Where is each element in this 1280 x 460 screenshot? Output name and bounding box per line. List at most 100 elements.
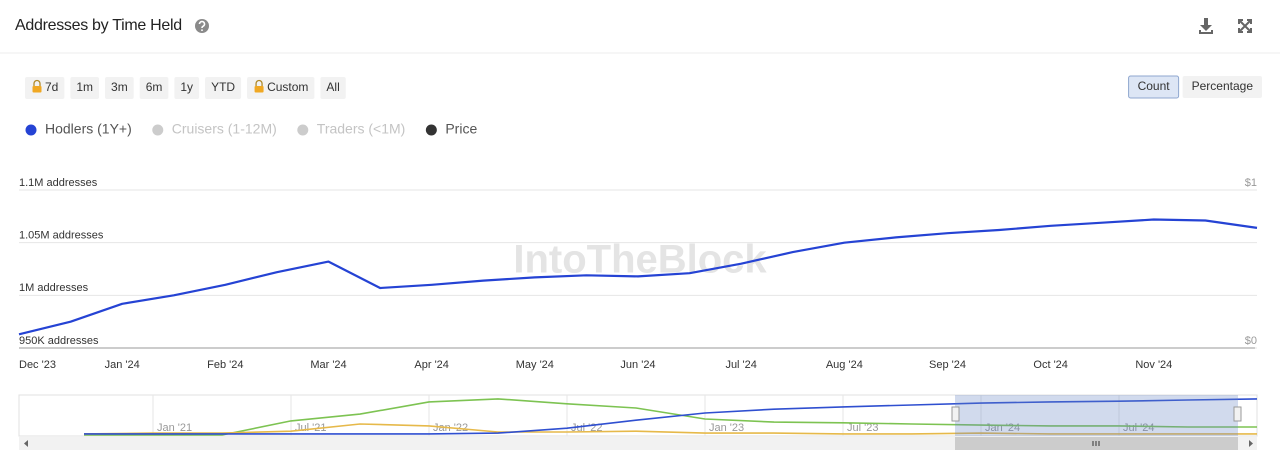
range-button[interactable]: 1y bbox=[174, 77, 200, 99]
range-button[interactable]: Custom bbox=[247, 77, 315, 99]
navigator-handle[interactable] bbox=[951, 406, 960, 422]
button-bg bbox=[70, 77, 100, 99]
y-tick-label: 1.05M addresses bbox=[19, 230, 104, 242]
x-tick-label: Nov '24 bbox=[1135, 359, 1172, 371]
view-button[interactable]: Count bbox=[1128, 75, 1180, 99]
button-label: All bbox=[326, 80, 339, 94]
main-chart: 950K addresses 1M addresses 1.05M addresse… bbox=[18, 177, 1258, 371]
scroll-right[interactable] bbox=[1249, 440, 1253, 447]
scrollbar-track[interactable] bbox=[19, 437, 1257, 450]
download-icon[interactable] bbox=[1199, 18, 1213, 34]
button-label: Count bbox=[1138, 79, 1171, 93]
button-label: 6m bbox=[146, 80, 163, 94]
lock-shackle bbox=[255, 79, 263, 86]
series-line bbox=[84, 398, 1257, 436]
lock-body bbox=[32, 86, 42, 93]
series-line bbox=[18, 218, 1258, 336]
y2-tick-label: $1 bbox=[1245, 177, 1257, 189]
widget-title: Addresses by Time Held bbox=[15, 17, 182, 34]
fullscreen-icon[interactable] bbox=[1238, 19, 1252, 33]
legend-label: Cruisers (1-12M) bbox=[172, 121, 277, 137]
x-tick-label: Aug '24 bbox=[826, 359, 863, 371]
x-tick-label: Oct '24 bbox=[1033, 359, 1068, 371]
legend-dot bbox=[152, 124, 164, 136]
legend-label: Traders (<1M) bbox=[317, 121, 406, 137]
legend-dot bbox=[25, 124, 37, 136]
button-bg bbox=[139, 77, 169, 99]
watermark: IntoTheBlock bbox=[513, 238, 767, 282]
y-tick-label: 1M addresses bbox=[19, 282, 89, 294]
x-tick-label: Jun '24 bbox=[620, 359, 655, 371]
y-tick-label: 1.1M addresses bbox=[19, 177, 98, 189]
button-bg bbox=[320, 77, 346, 99]
legend-dot bbox=[297, 124, 309, 136]
navigator-label: Jan '23 bbox=[709, 422, 744, 434]
range-button[interactable]: 7d bbox=[25, 77, 65, 99]
navigator: Jan '21 Jul '21 Jan '22 Jul '22 Jan '23 Jul '… bbox=[83, 395, 1258, 436]
series-line bbox=[83, 423, 1257, 435]
x-tick-label: Dec '23 bbox=[19, 359, 56, 371]
button-bg bbox=[1182, 76, 1262, 98]
x-tick-label: Apr '24 bbox=[414, 359, 449, 371]
button-bg bbox=[25, 77, 65, 99]
legend-label: Price bbox=[445, 121, 477, 137]
view-buttons: Percentage Count bbox=[1128, 75, 1262, 99]
download-tray bbox=[1199, 30, 1213, 34]
button-bg bbox=[247, 77, 315, 99]
button-label: 1y bbox=[180, 80, 193, 94]
navigator-label: Jul '23 bbox=[847, 422, 878, 434]
download-stem bbox=[1204, 18, 1208, 26]
navigator-label: Jul '21 bbox=[295, 422, 326, 434]
button-bg bbox=[205, 77, 242, 99]
legend-item[interactable]: Traders (<1M) bbox=[297, 121, 405, 137]
scroll-left[interactable] bbox=[24, 440, 28, 447]
series-line bbox=[84, 398, 1258, 435]
range-button[interactable]: 6m bbox=[139, 77, 169, 99]
button-label: 1m bbox=[76, 80, 93, 94]
legend-item[interactable]: Cruisers (1-12M) bbox=[152, 121, 277, 137]
range-buttons: 7d 1m 3m 6m 1y YTD Custom All bbox=[25, 77, 346, 99]
legend-label: Hodlers (1Y+) bbox=[45, 121, 132, 137]
range-button[interactable]: All bbox=[320, 77, 346, 99]
x-tick-label: Jan '24 bbox=[105, 359, 140, 371]
legend-item[interactable]: Hodlers (1Y+) bbox=[25, 121, 132, 137]
button-label: YTD bbox=[211, 80, 235, 94]
x-tick-label: May '24 bbox=[516, 359, 554, 371]
lock-shackle bbox=[33, 79, 41, 86]
x-tick-label: Mar '24 bbox=[310, 359, 346, 371]
range-button[interactable]: YTD bbox=[205, 77, 242, 99]
fullscreen-glyph bbox=[1238, 19, 1252, 33]
scrollbar-grip bbox=[1092, 441, 1100, 446]
help-dot bbox=[201, 29, 203, 32]
help-circle bbox=[195, 19, 209, 33]
button-label: Percentage bbox=[1192, 79, 1254, 93]
navigator-selection[interactable] bbox=[955, 395, 1238, 436]
button-label: Custom bbox=[267, 80, 308, 94]
navigator-label: Jul '24 bbox=[1123, 422, 1154, 434]
lock-body bbox=[254, 86, 264, 93]
range-button[interactable]: 3m bbox=[105, 77, 134, 99]
y2-tick-label: $0 bbox=[1245, 335, 1257, 347]
button-bg bbox=[105, 77, 134, 99]
button-label: 7d bbox=[45, 80, 58, 94]
button-label: 3m bbox=[111, 80, 128, 94]
button-bg bbox=[174, 77, 200, 99]
help-icon[interactable] bbox=[195, 19, 209, 33]
navigator-label: Jan '21 bbox=[157, 422, 192, 434]
legend-dot bbox=[425, 124, 437, 136]
x-tick-label: Jul '24 bbox=[725, 359, 756, 371]
help-glyph bbox=[198, 20, 206, 29]
x-tick-label: Sep '24 bbox=[929, 359, 966, 371]
y-tick-label: 950K addresses bbox=[19, 335, 99, 347]
range-button[interactable]: 1m bbox=[70, 77, 100, 99]
navigator-handle[interactable] bbox=[1233, 406, 1242, 422]
legend-item[interactable]: Price bbox=[425, 121, 478, 137]
legend: Hodlers (1Y+) Cruisers (1-12M) Traders (<1… bbox=[25, 121, 478, 137]
x-tick-label: Feb '24 bbox=[207, 359, 243, 371]
view-button[interactable]: Percentage bbox=[1182, 76, 1262, 98]
download-arrow bbox=[1200, 25, 1212, 31]
button-bg bbox=[1128, 75, 1180, 99]
